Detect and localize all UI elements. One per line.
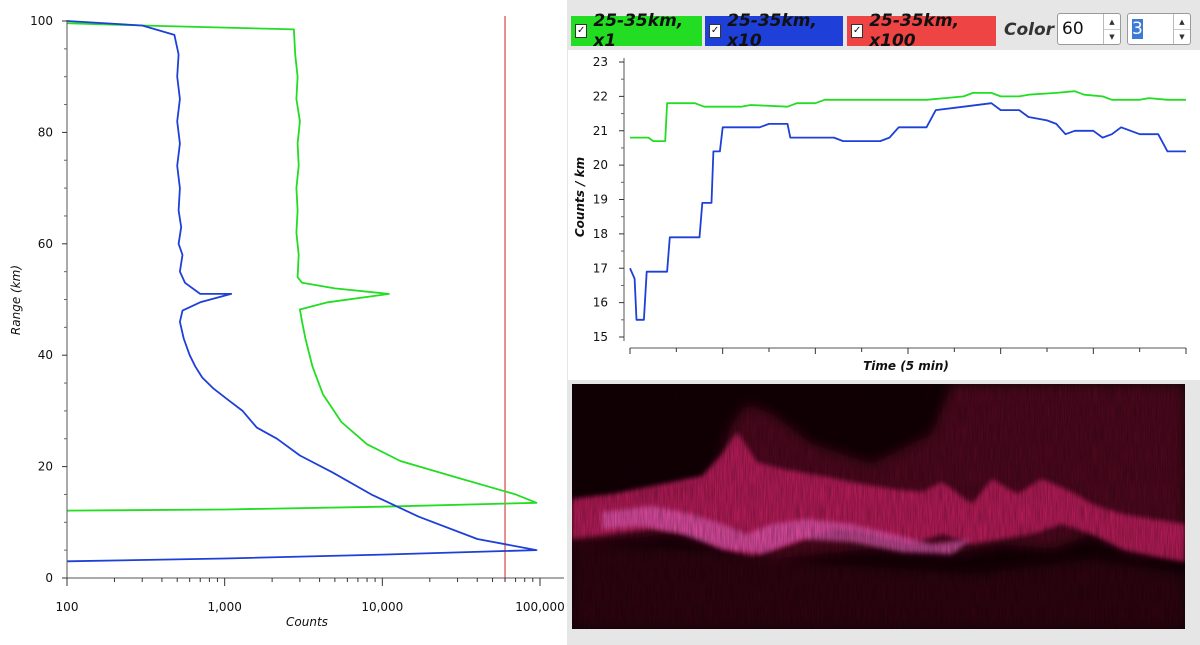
- y-tick-label: 16: [593, 296, 608, 310]
- color-spinbox[interactable]: ▲ ▼: [1057, 13, 1121, 45]
- y-tick-label: 21: [593, 124, 608, 138]
- x-axis-label: Counts: [286, 615, 328, 629]
- spin-down-icon[interactable]: ▼: [1179, 32, 1185, 41]
- spin-buttons: ▲ ▼: [1103, 14, 1120, 44]
- second-value-input[interactable]: 3: [1132, 19, 1143, 39]
- x-tick-label: 1,000: [207, 600, 241, 614]
- y-tick-label: 20: [38, 460, 53, 474]
- range-time-heatmap: [572, 384, 1185, 629]
- time-series-line-1: [629, 102, 1186, 321]
- heatmap-image: [572, 384, 1185, 629]
- y-tick-label: 15: [593, 330, 608, 344]
- y-tick-label: 80: [38, 125, 53, 139]
- time-series-line-0: [630, 90, 1186, 142]
- series-line-0: [66, 22, 538, 512]
- legend-label: 25-35km, x1: [593, 11, 684, 51]
- series-line-1: [66, 20, 538, 563]
- second-spinbox[interactable]: 3 ▲ ▼: [1127, 13, 1191, 45]
- spin-up-icon[interactable]: ▲: [1104, 14, 1120, 30]
- x-tick-label: 10,000: [361, 600, 403, 614]
- x-axis-label: Time (5 min): [863, 359, 949, 373]
- heatmap-noise: [572, 384, 1185, 629]
- color-value-input[interactable]: [1062, 18, 1104, 40]
- y-tick-label: 23: [593, 55, 608, 69]
- x-tick-label: 100,000: [515, 600, 565, 614]
- time-series-panel: [568, 50, 1200, 380]
- y-tick-label: 22: [593, 89, 608, 103]
- x-tick-label: 100: [56, 600, 79, 614]
- y-axis-label: Range (km): [9, 265, 23, 335]
- spin-down-icon[interactable]: ▼: [1109, 32, 1115, 41]
- plot-area: [67, 20, 564, 578]
- time-series-chart: 15 16 17 18 19 20 21 22 23 Time (5 min) Counts /…: [573, 55, 1187, 373]
- checkbox-icon[interactable]: ✓: [575, 24, 588, 38]
- color-label: Color: [1004, 20, 1055, 40]
- y-tick-label: 20: [593, 158, 608, 172]
- spin-up-icon[interactable]: ▲: [1174, 14, 1190, 30]
- y-tick-label: 100: [30, 14, 53, 28]
- range-profile-chart: 0 20 40 60 80 100 100 1,000 10,000 100,000 Counts…: [9, 14, 565, 629]
- y-tick-label: 0: [45, 571, 53, 585]
- y-tick-label: 18: [593, 227, 608, 241]
- y-tick-label: 17: [593, 261, 608, 275]
- checkbox-icon[interactable]: ✓: [851, 24, 864, 38]
- legend-toggle-x1[interactable]: ✓ 25-35km, x1: [571, 11, 702, 51]
- spin-buttons: ▲ ▼: [1173, 14, 1190, 44]
- legend-toggle-x100[interactable]: ✓ 25-35km, x100: [847, 11, 996, 51]
- legend-label: 25-35km, x10: [727, 11, 817, 51]
- legend-toggle-x10[interactable]: ✓ 25-35km, x10: [705, 11, 843, 51]
- checkbox-icon[interactable]: ✓: [709, 24, 722, 38]
- y-axis-label: Counts / km: [573, 157, 587, 237]
- y-tick-label: 40: [38, 348, 53, 362]
- y-tick-label: 60: [38, 237, 53, 251]
- legend-label: 25-35km, x100: [869, 11, 960, 51]
- y-tick-label: 19: [593, 193, 608, 207]
